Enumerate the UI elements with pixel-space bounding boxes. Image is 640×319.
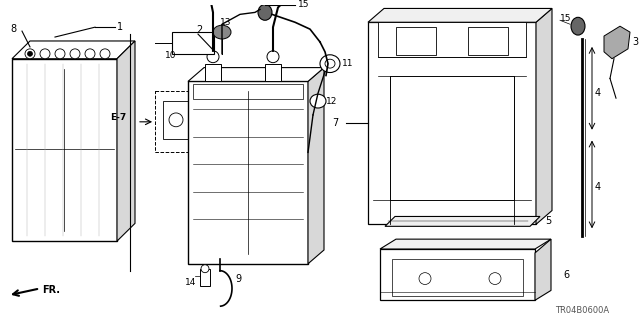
Text: 11: 11 <box>342 59 353 68</box>
Circle shape <box>205 113 219 127</box>
Text: 4: 4 <box>595 182 601 192</box>
Ellipse shape <box>213 25 231 39</box>
Text: 13: 13 <box>220 18 232 27</box>
Text: 12: 12 <box>326 97 337 106</box>
Bar <box>12 59 117 241</box>
Text: E-7: E-7 <box>110 113 126 122</box>
Circle shape <box>489 273 501 285</box>
Circle shape <box>25 49 35 59</box>
Circle shape <box>85 49 95 59</box>
Text: 8: 8 <box>10 24 16 34</box>
Text: 10: 10 <box>165 51 177 60</box>
Polygon shape <box>385 217 540 226</box>
Bar <box>368 22 536 224</box>
Ellipse shape <box>310 94 326 108</box>
Bar <box>163 101 189 138</box>
Polygon shape <box>308 68 324 264</box>
Bar <box>172 32 214 54</box>
Text: 14: 14 <box>185 278 196 287</box>
Polygon shape <box>188 68 324 81</box>
Ellipse shape <box>320 55 340 72</box>
Text: 4: 4 <box>595 88 601 98</box>
Text: 15: 15 <box>560 14 572 23</box>
Circle shape <box>55 49 65 59</box>
Text: 15: 15 <box>298 0 310 9</box>
Polygon shape <box>12 41 135 59</box>
Ellipse shape <box>258 4 272 20</box>
Text: 3: 3 <box>632 37 638 47</box>
Bar <box>188 81 308 264</box>
Bar <box>378 22 526 57</box>
Text: 7: 7 <box>332 118 338 128</box>
Text: 1: 1 <box>117 22 123 32</box>
Text: 6: 6 <box>563 270 569 280</box>
Polygon shape <box>368 8 552 22</box>
Text: 2: 2 <box>196 25 202 35</box>
Bar <box>468 27 508 55</box>
Bar <box>390 77 514 200</box>
Polygon shape <box>117 41 135 241</box>
Text: 9: 9 <box>235 274 241 284</box>
Bar <box>199 101 225 138</box>
Bar <box>265 64 281 81</box>
Text: FR.: FR. <box>42 286 60 295</box>
Ellipse shape <box>571 17 585 35</box>
Ellipse shape <box>325 59 335 68</box>
Bar <box>392 259 523 296</box>
Text: 5: 5 <box>545 216 551 226</box>
Bar <box>380 249 535 300</box>
Circle shape <box>267 51 279 63</box>
Circle shape <box>70 49 80 59</box>
Bar <box>200 269 210 286</box>
Circle shape <box>419 273 431 285</box>
Bar <box>396 27 436 55</box>
Polygon shape <box>535 239 551 300</box>
Text: TR04B0600A: TR04B0600A <box>555 306 609 315</box>
Circle shape <box>169 113 183 127</box>
Bar <box>155 91 237 152</box>
Circle shape <box>40 49 50 59</box>
Polygon shape <box>380 239 551 249</box>
Polygon shape <box>604 26 630 59</box>
Polygon shape <box>536 8 552 224</box>
Circle shape <box>28 51 33 56</box>
Bar <box>205 64 221 81</box>
Circle shape <box>100 49 110 59</box>
Bar <box>193 84 303 99</box>
Circle shape <box>201 265 209 273</box>
Circle shape <box>207 51 219 63</box>
